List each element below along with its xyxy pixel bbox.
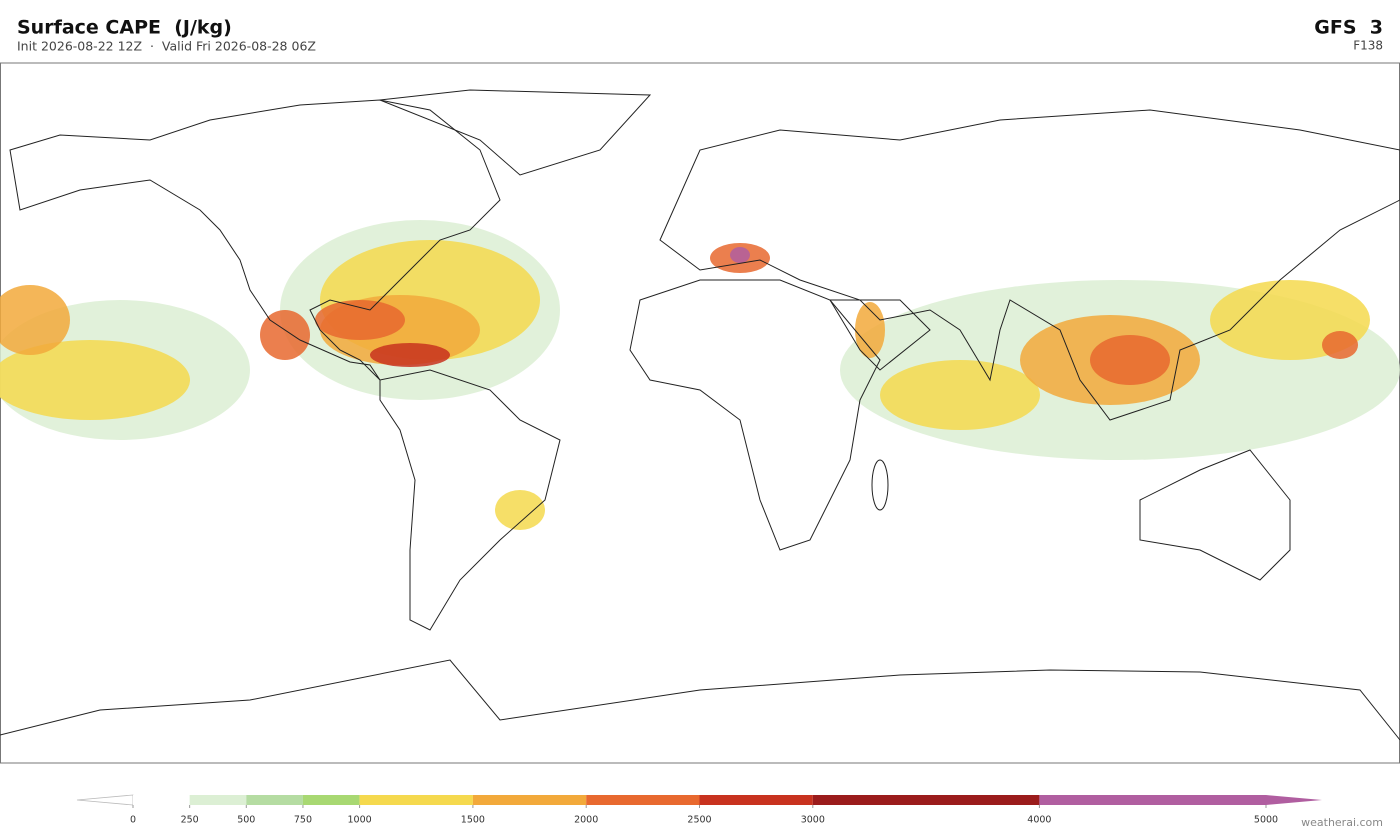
colorbar-tick-label: 3000 [801, 815, 825, 826]
north-america [9, 99, 501, 381]
colorbar-segment [472, 795, 587, 805]
colorbar-tick-label: 750 [294, 815, 312, 826]
model-name: GFS 3 [1314, 17, 1383, 39]
colorbar-segment [586, 795, 700, 805]
greenland [379, 89, 652, 176]
cape-field [0, 220, 1400, 530]
cape-area [0, 285, 70, 355]
cape-area [880, 360, 1040, 430]
colorbar-tick-label: 1500 [461, 815, 485, 826]
colorbar-tick-label: 4000 [1027, 815, 1051, 826]
africa [629, 279, 881, 551]
coastlines [0, 89, 1400, 741]
colorbar-segment [189, 795, 247, 805]
colorbar-extension-min [76, 794, 134, 806]
colorbar-segment [359, 795, 473, 805]
colorbar-segment [812, 795, 1040, 805]
forecast-hour: F138 [1353, 39, 1383, 53]
colorbar-segment [1039, 795, 1266, 805]
colorbar-tick-label: 250 [181, 815, 199, 826]
subtitle: Init 2026-08-22 12Z · Valid Fri 2026-08-… [17, 39, 316, 54]
cape-area [370, 343, 450, 367]
colorbar-tick-label: 0 [130, 815, 136, 826]
cape-area [315, 300, 405, 340]
eurasia [659, 109, 1400, 421]
cape-area [1322, 331, 1358, 359]
colorbar-tick-label: 5000 [1254, 815, 1278, 826]
map [0, 62, 1400, 764]
antarctica [0, 659, 1400, 741]
arabia [829, 299, 931, 371]
colorbar-segment [246, 795, 303, 805]
cape-area [0, 340, 190, 420]
cape-area [855, 302, 885, 358]
cape-area [730, 247, 750, 263]
madagascar [871, 459, 889, 511]
credit: weatherai.com [1301, 816, 1383, 829]
colorbar-segment [133, 795, 190, 805]
colorbar-tick-label: 2000 [574, 815, 598, 826]
colorbar-extension-max [1266, 795, 1322, 805]
colorbar-segment [302, 795, 360, 805]
colorbar-segment [699, 795, 813, 805]
cape-area [260, 310, 310, 360]
south-america [379, 369, 561, 631]
title: Surface CAPE (J/kg) [17, 17, 232, 39]
colorbar-tick-label: 500 [237, 815, 255, 826]
cape-area [1090, 335, 1170, 385]
cape-area [495, 490, 545, 530]
australia [1139, 449, 1291, 581]
colorbar: 0 250 500 750 1000 1500 2000 2500 3000 4000 5000 [76, 794, 1322, 826]
colorbar-tick-label: 2500 [687, 815, 711, 826]
colorbar-tick-label: 1000 [348, 815, 372, 826]
